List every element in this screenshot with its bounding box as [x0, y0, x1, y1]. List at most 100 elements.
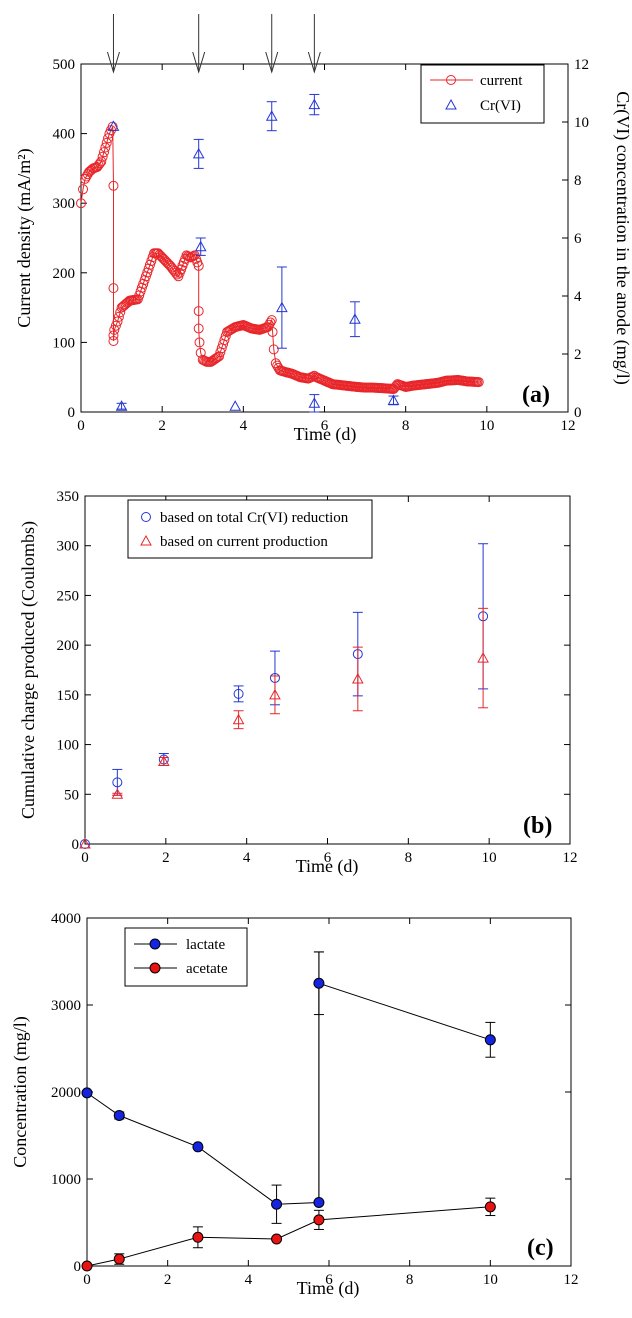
current-point	[108, 330, 119, 341]
panel-c-chart: 0 2 4 6 8 10 12 0 1000 2000 3000 4000 Time (d) Conc…	[10, 911, 579, 1299]
crvi-point	[115, 400, 128, 411]
lactate-point	[113, 1109, 125, 1121]
x-tick-label: 2	[162, 850, 170, 866]
y-tick-label: 250	[57, 588, 80, 604]
legend-acetate-marker	[149, 962, 161, 974]
current-point	[76, 198, 86, 209]
y-tick-label: 300	[53, 196, 76, 212]
panel-c-ticks: 0 2 4 6 8 10 12 0 1000 2000 3000 4000	[51, 911, 579, 1288]
series1-point	[157, 755, 170, 766]
series0-point	[112, 777, 123, 788]
y-right-tick-label: 6	[574, 231, 582, 247]
current-point	[307, 371, 318, 382]
x-tick-label: 4	[243, 850, 251, 866]
lactate-extra-point	[313, 977, 325, 989]
series1-point	[477, 652, 489, 663]
y-tick-label: 3000	[51, 998, 81, 1014]
panel-c-ylabel: Concentration (mg/l)	[10, 1016, 31, 1167]
panel-a-legend: current Cr(VI)	[420, 64, 545, 124]
x-tick-label: 0	[77, 418, 85, 434]
y-right-tick-label: 8	[574, 173, 582, 189]
panel-a-ylabel-right: Cr(VI) concentration in the anode (mg/l)	[612, 91, 632, 384]
y-tick-label: 2000	[51, 1085, 81, 1101]
x-tick-label: 4	[240, 418, 248, 434]
panel-b-legend: based on total Cr(VI) reduction based on…	[127, 499, 373, 559]
current-point	[100, 142, 111, 153]
y-tick-label: 1000	[51, 1172, 81, 1188]
y-tick-label: 4000	[51, 911, 81, 927]
panel-a-series	[76, 93, 484, 413]
current-point	[108, 283, 119, 294]
current-point	[97, 151, 108, 162]
event-arrow-head	[192, 51, 206, 74]
x-tick-label: 2	[164, 1272, 172, 1288]
y-tick-label: 200	[57, 638, 80, 654]
y-tick-label: 0	[74, 1259, 82, 1275]
y-tick-label: 350	[57, 489, 80, 505]
current-point	[78, 184, 89, 195]
y-tick-label: 50	[64, 787, 79, 803]
panel-c-series	[81, 951, 496, 1272]
acetate-point	[313, 1214, 325, 1226]
y-tick-label: 150	[57, 688, 80, 704]
legend-crvi-label: Cr(VI)	[480, 98, 521, 114]
current-point	[268, 344, 279, 355]
legend-current-production-label: based on current production	[160, 534, 328, 550]
legend-current-marker	[446, 75, 456, 85]
current-point	[193, 323, 204, 334]
x-tick-label: 12	[561, 418, 576, 434]
series0-point	[233, 688, 244, 699]
current-point	[93, 160, 104, 171]
x-tick-label: 12	[563, 850, 578, 866]
y-tick-label: 0	[72, 837, 80, 853]
series1-point	[79, 837, 91, 849]
series1-point	[111, 788, 124, 799]
y-tick-label: 500	[53, 57, 76, 73]
legend-current-label: current	[480, 73, 523, 89]
panel-a-xlabel: Time (d)	[294, 424, 357, 445]
current-point	[170, 267, 181, 278]
x-tick-label: 10	[479, 418, 494, 434]
lactate-point	[192, 1141, 204, 1153]
crvi-point	[194, 240, 207, 252]
panel-b-legend-box	[127, 499, 373, 559]
current-series-line	[80, 126, 479, 390]
current-point	[267, 326, 278, 337]
series1-point	[269, 688, 281, 700]
series1-point	[232, 713, 245, 725]
current-point	[193, 306, 204, 317]
y-right-tick-label: 0	[574, 405, 582, 421]
current-point	[265, 317, 276, 328]
crvi-point	[192, 147, 205, 159]
y-right-tick-label: 2	[574, 347, 582, 363]
panel-c-xlabel: Time (d)	[297, 1278, 360, 1299]
x-tick-label: 8	[402, 418, 410, 434]
acetate-point	[271, 1233, 283, 1245]
legend-current-production-marker	[140, 534, 152, 546]
acetate-point	[113, 1253, 125, 1265]
panel-a-legend-box	[420, 64, 545, 124]
current-point	[94, 158, 105, 169]
y-right-tick-label: 10	[574, 115, 589, 131]
lactate-point	[81, 1087, 93, 1099]
acetate-point	[81, 1260, 93, 1272]
current-point	[108, 336, 119, 347]
crvi-point	[308, 397, 321, 408]
panel-c-legend-box	[124, 927, 248, 987]
acetate-point	[192, 1231, 204, 1243]
y-tick-label: 400	[53, 127, 76, 143]
x-tick-label: 10	[483, 1272, 498, 1288]
current-point	[108, 180, 119, 191]
acetate-line	[86, 1206, 491, 1267]
crvi-point	[387, 394, 400, 405]
panel-a-label: (a)	[522, 382, 550, 408]
crvi-point	[107, 120, 120, 131]
panel-b-label: (b)	[523, 813, 552, 839]
x-tick-label: 6	[325, 1272, 333, 1288]
current-point	[113, 311, 124, 322]
panel-b-ticks: 0 2 4 6 8 10 12 0 50 100 150 200 250 300 350	[57, 489, 578, 866]
x-tick-label: 6	[324, 850, 332, 866]
x-tick-label: 10	[482, 850, 497, 866]
